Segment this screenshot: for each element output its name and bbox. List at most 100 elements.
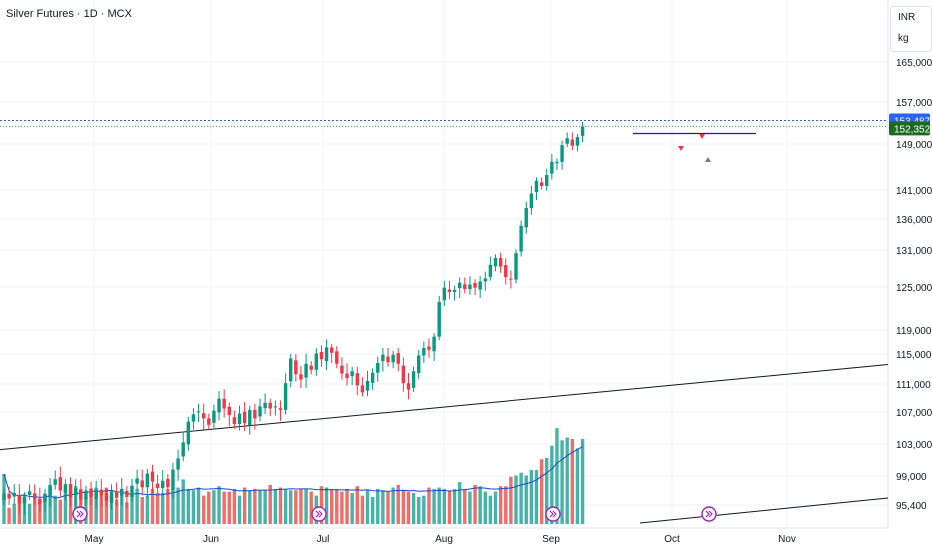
- candle-body: [493, 258, 498, 267]
- time-tick-label: Jun: [203, 534, 219, 545]
- volume-bar: [268, 484, 272, 524]
- time-tick-label: May: [85, 534, 104, 545]
- candle-body: [411, 371, 416, 388]
- candle-body: [283, 383, 288, 410]
- candle-body: [63, 484, 68, 493]
- volume-bar: [575, 448, 580, 524]
- candle-body: [181, 442, 185, 457]
- candle-body: [176, 458, 180, 470]
- volume-bar: [376, 488, 380, 524]
- volume-bar: [534, 470, 539, 524]
- volume-bar: [140, 497, 144, 524]
- candle-body: [468, 284, 472, 290]
- price-tick-label: 119,000: [896, 326, 932, 337]
- volume-bar: [524, 475, 528, 524]
- volume-bar: [237, 495, 242, 524]
- expiry-event-icon[interactable]: [545, 506, 561, 522]
- candle-body: [514, 253, 518, 280]
- volume-bar: [504, 486, 508, 524]
- candle-body: [7, 493, 11, 499]
- volume-bar: [145, 495, 150, 524]
- volume-bar: [135, 488, 139, 524]
- candle-body: [391, 354, 395, 363]
- volume-bar: [150, 488, 155, 524]
- candle-body: [232, 417, 237, 424]
- volume-bar: [53, 495, 57, 524]
- volume-bar: [289, 490, 293, 524]
- volume-bar: [201, 495, 206, 524]
- price-axis: 165,000 157,000 149,000 141,000 136,000 131,0…: [889, 0, 932, 550]
- candle-body: [483, 278, 487, 282]
- candle-body: [534, 180, 539, 193]
- price-tick-label: 99,000: [896, 472, 927, 483]
- volume-bar: [242, 487, 247, 524]
- candle-body: [58, 477, 63, 491]
- time-tick-label: Oct: [664, 534, 680, 545]
- candle-body: [376, 363, 380, 373]
- expiry-event-icon[interactable]: [311, 506, 327, 522]
- candle-body: [319, 351, 324, 360]
- candle-body: [289, 358, 293, 382]
- candle-body: [114, 491, 119, 498]
- candle-body: [171, 469, 175, 490]
- candle-body: [109, 491, 114, 503]
- chart-title: Silver Futures · 1D · MCX: [6, 8, 133, 20]
- volume-bar: [360, 495, 365, 524]
- candle-body: [53, 479, 57, 485]
- volume-bar: [493, 491, 498, 524]
- volume-bar: [58, 499, 63, 524]
- lower-channel-line: [639, 497, 889, 524]
- volume-bar: [319, 486, 324, 524]
- volume-bar: [396, 484, 400, 524]
- price-tick-label: 95,400: [896, 501, 927, 512]
- candle-body: [555, 161, 559, 164]
- axis-settings-panel[interactable]: [890, 6, 932, 52]
- candle-body: [43, 493, 47, 503]
- candle-body: [161, 480, 165, 489]
- volume-bar: [468, 491, 472, 524]
- last-close-label: 152,352: [894, 124, 931, 135]
- volume-bar: [580, 438, 585, 524]
- candle-body: [125, 490, 129, 497]
- unit-label: kg: [898, 33, 909, 44]
- candle-body: [422, 348, 426, 356]
- chart-grid: [0, 0, 889, 529]
- price-tick-label: 149,000: [896, 140, 932, 151]
- price-tick-label: 157,000: [896, 98, 932, 109]
- candle-body: [27, 491, 32, 495]
- candle-body: [550, 161, 554, 174]
- price-tick-label: 107,000: [896, 408, 932, 419]
- support-trendline: [0, 364, 889, 451]
- volume-bar: [447, 490, 452, 524]
- currency-label: INR: [898, 12, 916, 23]
- volume-bar: [232, 488, 237, 524]
- volume-bar: [222, 491, 226, 524]
- candle-body: [570, 139, 575, 146]
- candle-body: [253, 409, 257, 419]
- candle-body: [222, 398, 226, 409]
- expiry-event-icon[interactable]: [72, 506, 88, 522]
- candle-body: [79, 490, 83, 500]
- candle-body: [120, 488, 124, 496]
- volume-bar: [350, 492, 354, 524]
- dividend-event-icon[interactable]: [701, 506, 717, 522]
- price-tick-label: 165,000: [896, 58, 932, 69]
- price-tick-label: 111,000: [896, 380, 931, 391]
- volume-bar: [422, 495, 426, 524]
- candle-body: [329, 347, 334, 353]
- volume-bar: [483, 491, 487, 524]
- volume-bar: [38, 502, 42, 524]
- volume-bar: [565, 437, 569, 524]
- candle-body: [340, 365, 344, 374]
- candle-body: [89, 488, 93, 497]
- volume-bar: [463, 488, 467, 524]
- candle-body: [84, 490, 88, 500]
- candle-body: [314, 353, 319, 370]
- candle-body: [565, 138, 569, 144]
- volume-bar: [253, 488, 257, 524]
- candlesticks: [2, 121, 585, 515]
- candle-body: [38, 498, 42, 505]
- volume-bar: [155, 492, 160, 524]
- candle-body: [442, 287, 447, 301]
